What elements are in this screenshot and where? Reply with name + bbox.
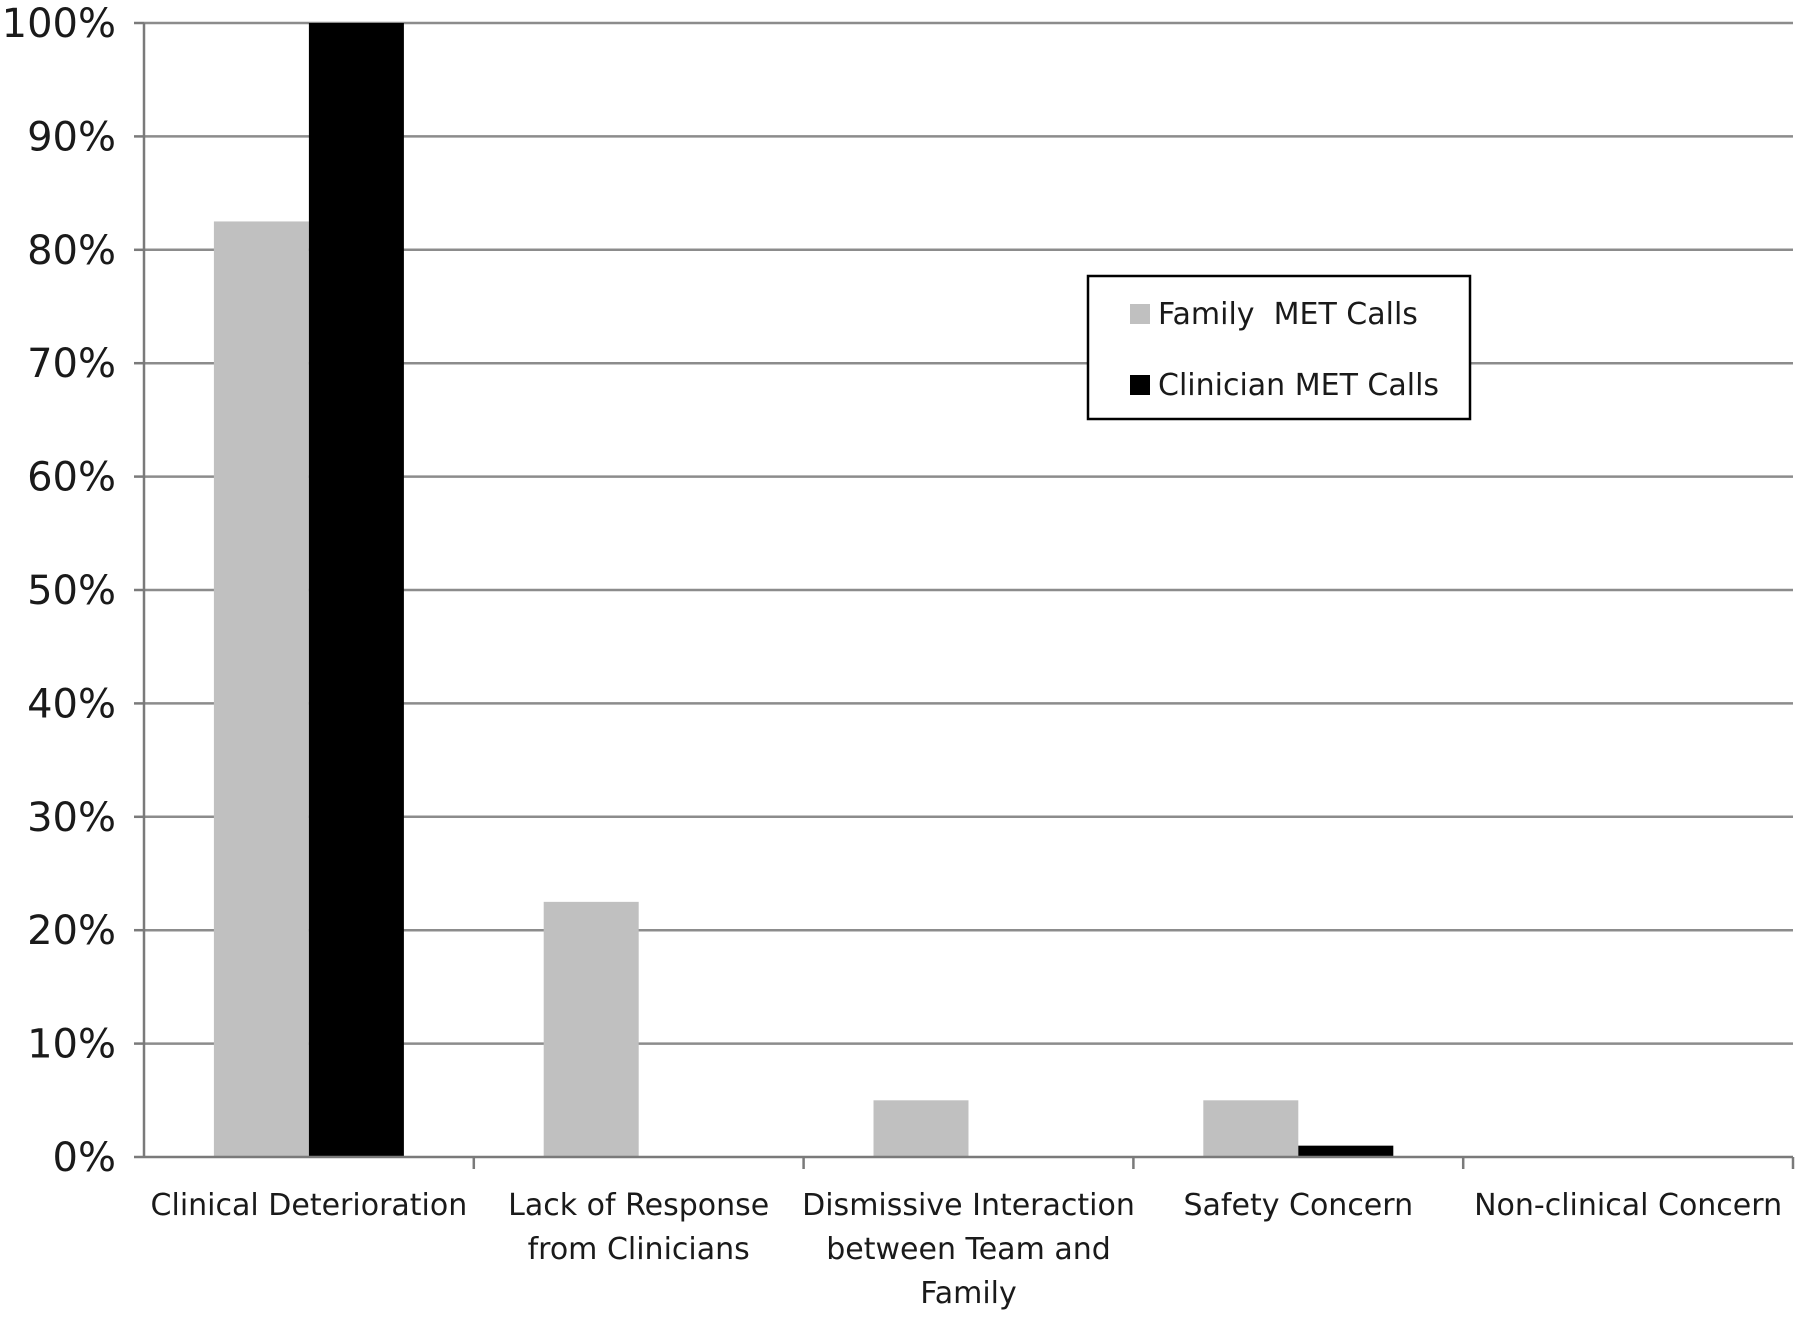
x-tick-label-line: Clinical Deterioration (151, 1188, 468, 1223)
x-tick-label-line: between Team and (826, 1232, 1111, 1267)
y-tick-label: 80% (27, 228, 116, 274)
x-tick-label: Lack of Response from Clinicians (508, 1188, 769, 1267)
y-tick-label: 30% (27, 795, 116, 841)
x-axis-ticks: Clinical Deterioration Lack of Response fr… (151, 1188, 1783, 1311)
x-tick-label: Clinical Deterioration (151, 1188, 468, 1223)
x-tick-label-line: from Clinicians (528, 1232, 750, 1267)
axes (134, 21, 1795, 1169)
legend-swatch (1130, 304, 1150, 324)
y-tick-label: 50% (27, 568, 116, 614)
y-tick-label: 10% (27, 1022, 116, 1068)
y-tick-label: 0% (53, 1135, 116, 1181)
y-tick-label: 40% (27, 681, 116, 727)
y-axis-ticks: 0% 10% 20% 30% 40% 50% 60% 70% 80% 90% 100% (2, 1, 116, 1181)
bar-family-0 (213, 221, 309, 1157)
x-tick-label-line: Non-clinical Concern (1474, 1188, 1782, 1223)
bars (213, 23, 1394, 1157)
y-tick-label: 90% (27, 114, 116, 160)
gridlines (144, 21, 1793, 1045)
legend-label: Clinician MET Calls (1158, 368, 1439, 403)
legend-label: Family MET Calls (1158, 297, 1418, 332)
x-tick-label: Non-clinical Concern (1474, 1188, 1782, 1223)
x-tick-label-line: Safety Concern (1184, 1188, 1414, 1223)
legend-box (1086, 274, 1472, 421)
x-tick-label-line: Lack of Response (508, 1188, 769, 1223)
x-tick-label-line: Dismissive Interaction (802, 1188, 1135, 1223)
y-tick-label: 20% (27, 908, 116, 954)
bar-family-1 (543, 901, 639, 1157)
legend: Family MET Calls Clinician MET Calls (1086, 274, 1472, 421)
x-tick-label: Safety Concern (1184, 1188, 1414, 1223)
bar-family-2 (873, 1100, 969, 1157)
legend-swatch (1130, 375, 1150, 395)
bar-clinician-0 (308, 23, 404, 1157)
x-tick-label: Dismissive Interaction between Team and Fa… (802, 1188, 1135, 1311)
y-tick-label: 70% (27, 341, 116, 387)
y-tick-label: 100% (2, 1, 116, 47)
bar-family-3 (1203, 1100, 1299, 1157)
bar-clinician-3 (1298, 1145, 1394, 1157)
x-tick-label-line: Family (920, 1276, 1017, 1311)
y-tick-label: 60% (27, 455, 116, 501)
